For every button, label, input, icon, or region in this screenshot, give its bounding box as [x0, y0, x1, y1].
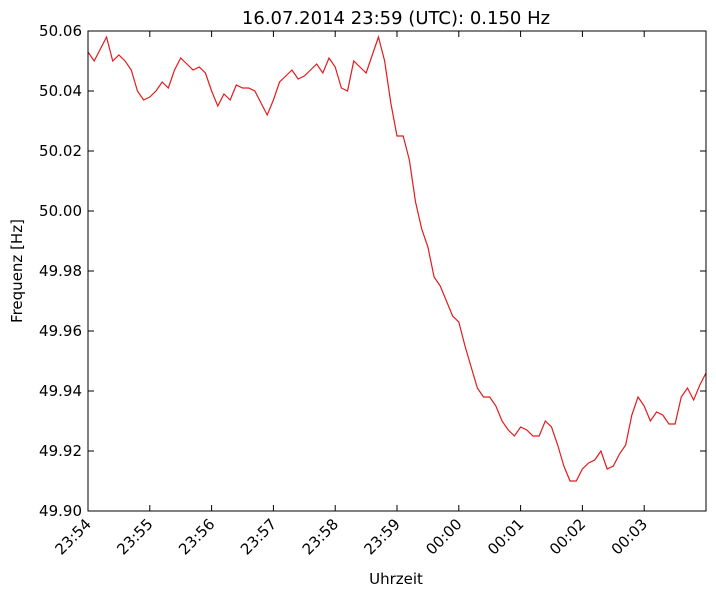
x-tick-label: 00:02 — [546, 515, 589, 558]
chart-title: 16.07.2014 23:59 (UTC): 0.150 Hz — [242, 8, 550, 29]
data-line — [87, 34, 707, 482]
x-tick-label: 23:54 — [52, 515, 95, 558]
x-tick-label: 23:59 — [361, 515, 404, 558]
y-axis-label: Frequenz [Hz] — [8, 219, 26, 323]
x-tick-label: 23:57 — [237, 515, 280, 558]
x-tick-label: 23:58 — [299, 515, 342, 558]
x-axis-label: Uhrzeit — [369, 570, 423, 588]
y-tick-label: 49.90 — [39, 502, 82, 520]
y-tick-label: 49.96 — [39, 322, 82, 340]
y-tick-label: 50.04 — [39, 82, 82, 100]
y-tick-label: 49.94 — [39, 382, 82, 400]
y-tick-label: 50.00 — [39, 202, 82, 220]
y-tick-label: 49.92 — [39, 442, 82, 460]
x-tick-label: 00:00 — [422, 515, 465, 558]
plot-frame — [87, 30, 707, 512]
y-tick-label: 50.02 — [39, 142, 82, 160]
x-tick-label: 23:55 — [113, 515, 156, 558]
x-tick-label: 00:03 — [608, 515, 651, 558]
y-tick-label: 50.06 — [39, 22, 82, 40]
x-tick-label: 23:56 — [175, 515, 218, 558]
x-tick-label: 00:01 — [484, 515, 527, 558]
y-tick-label: 49.98 — [39, 262, 82, 280]
